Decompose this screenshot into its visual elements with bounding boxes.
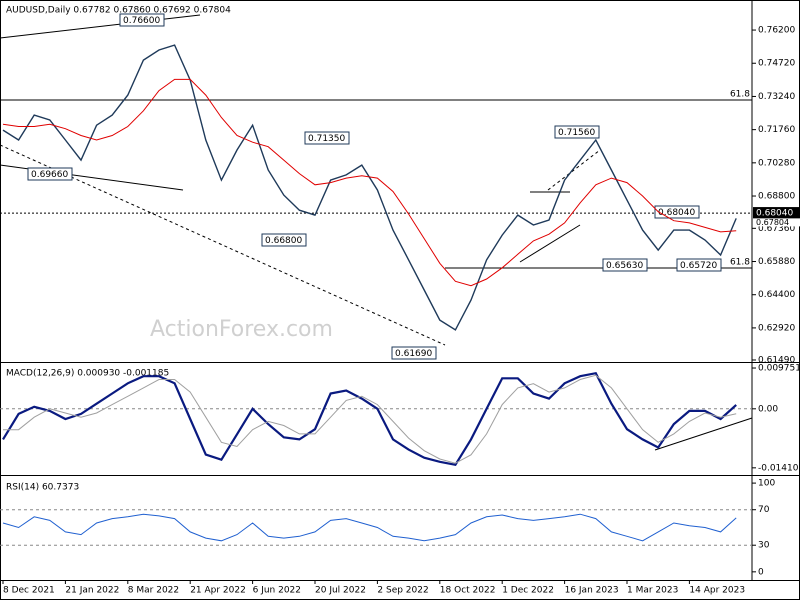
x-tick-label: 6 Jun 2022	[253, 586, 301, 596]
x-tick-label: 20 Jul 2022	[315, 586, 366, 596]
x-tick-label: 16 Jan 2023	[565, 586, 619, 596]
annotation-box	[676, 258, 722, 272]
y-tick-label: 0.64400	[758, 290, 795, 300]
x-tick-label: 2 Sep 2022	[377, 586, 428, 596]
x-tick-label: 14 Apr 2023	[689, 586, 745, 596]
trend-line	[0, 14, 201, 39]
y-tick-label: 70	[758, 505, 770, 515]
annotation-box	[654, 205, 700, 219]
series-line	[2, 78, 737, 287]
annotation-box	[27, 167, 73, 181]
y-tick-label: 0.70280	[758, 158, 795, 168]
x-tick-label: 1 Dec 2022	[502, 586, 554, 596]
rsi-title: RSI(14) 60.7373	[6, 483, 79, 493]
x-tick-label: 18 Oct 2022	[440, 586, 496, 596]
x-tick-label: 8 Dec 2021	[3, 586, 55, 596]
annotation: 0.65720	[680, 261, 717, 271]
y-tick-label: 0.74720	[758, 59, 795, 69]
y-tick-label: 0.71760	[758, 125, 795, 135]
annotation: 0.69660	[31, 170, 68, 180]
annotation-box	[602, 258, 648, 272]
annotation: 0.66800	[265, 236, 302, 246]
y-tick-label: -0.014107	[758, 463, 800, 473]
annotation-box	[119, 13, 165, 27]
macd-title: MACD(12,26,9) 0.000930 -0.001185	[6, 369, 169, 379]
trend-line	[654, 417, 753, 451]
trend-line	[519, 224, 581, 263]
x-tick-label: 21 Apr 2022	[190, 586, 246, 596]
chart-title: AUDUSD,Daily 0.67782 0.67860 0.67692 0.6…	[6, 6, 231, 16]
annotation-box	[261, 233, 307, 247]
price-label: 0.68040	[756, 209, 793, 219]
y-tick-label: 0.61490	[758, 355, 795, 365]
series-line	[3, 374, 737, 464]
annotation: 0.61690	[395, 349, 432, 359]
y-tick-label: 0.62920	[758, 323, 795, 333]
annotation: 0.71350	[308, 134, 345, 144]
y-tick-label: 0.65880	[758, 257, 795, 267]
price-box	[753, 207, 800, 220]
y-tick-label: 0	[758, 567, 764, 577]
y-tick-label: 0.00	[758, 404, 778, 414]
annotation-box	[304, 131, 350, 145]
y-tick-label: 0.009751	[758, 364, 800, 374]
price-label: 0.67804	[756, 218, 789, 227]
series-line	[2, 371, 737, 467]
annotation: 0.68040	[658, 208, 695, 218]
x-tick-label: 21 Jan 2022	[65, 586, 119, 596]
level-label: 61.8	[730, 90, 750, 100]
y-tick-label: 100	[758, 479, 775, 489]
x-tick-label: 8 Mar 2022	[128, 586, 179, 596]
y-tick-label: 0.73240	[758, 92, 795, 102]
y-tick-label: 0.68800	[758, 192, 795, 202]
y-tick-label: 30	[758, 541, 770, 551]
series-line	[2, 44, 737, 331]
annotation-box	[554, 125, 600, 139]
watermark: ActionForex.com	[150, 317, 333, 342]
x-tick-label: 1 Mar 2023	[627, 586, 678, 596]
y-tick-label: 0.67360	[758, 224, 795, 234]
price-box	[753, 218, 800, 227]
level-label: 61.8	[730, 258, 750, 268]
annotation: 0.76600	[123, 16, 160, 26]
annotation-box	[391, 346, 437, 360]
annotation: 0.71560	[558, 128, 595, 138]
series-line	[2, 513, 737, 542]
y-tick-label: 0.76200	[758, 26, 795, 36]
trend-line	[547, 149, 601, 191]
annotation: 0.65630	[606, 261, 643, 271]
